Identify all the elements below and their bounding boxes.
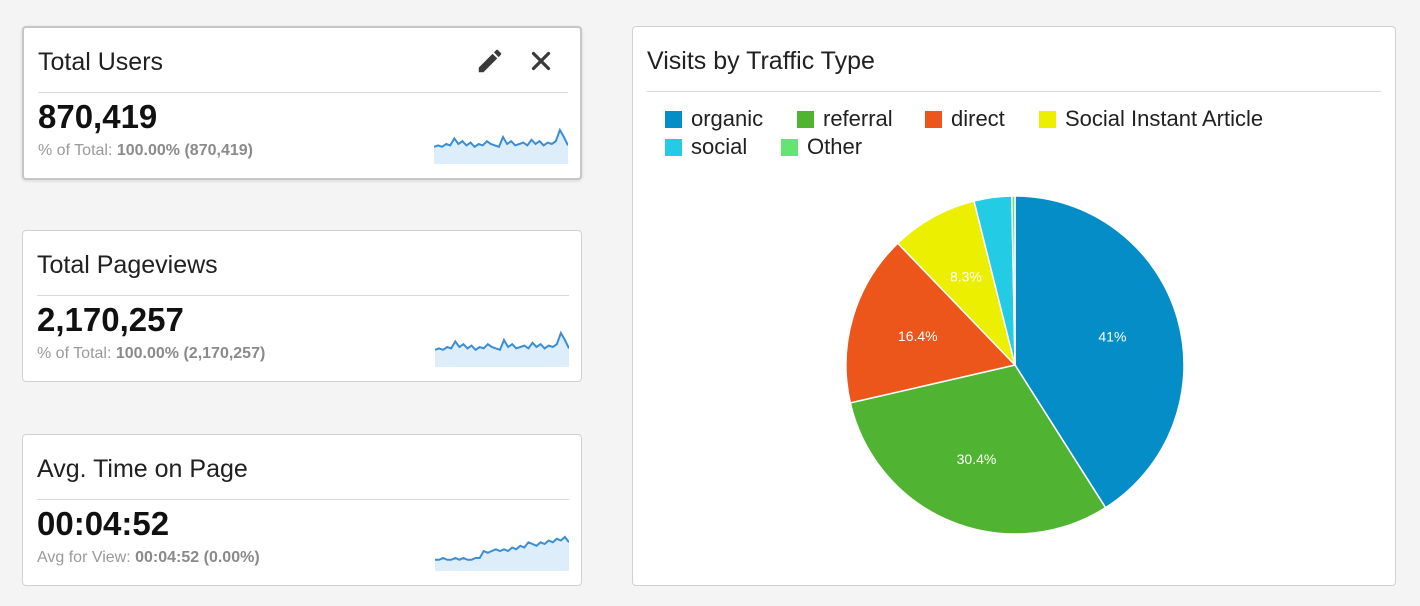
sparkline-area bbox=[435, 537, 569, 571]
pie-slice-label: 8.3% bbox=[950, 268, 982, 284]
sparkline bbox=[434, 127, 568, 164]
metric-subtext: % of Total: 100.00% (2,170,257) bbox=[37, 345, 266, 362]
legend-swatch bbox=[665, 138, 682, 156]
total-pageviews-widget[interactable]: Total Pageviews 2,170,257 % of Total: 10… bbox=[22, 230, 582, 382]
legend-swatch bbox=[781, 138, 798, 156]
sparkline-area bbox=[434, 130, 568, 164]
widget-title: Total Users bbox=[38, 48, 164, 76]
pie-slice-label: 16.4% bbox=[898, 328, 938, 344]
metric-value: 00:04:52 bbox=[37, 505, 170, 542]
sparkline bbox=[435, 535, 569, 571]
sparkline bbox=[435, 330, 569, 367]
edit-icon[interactable] bbox=[475, 46, 505, 76]
divider bbox=[647, 91, 1381, 92]
divider bbox=[38, 92, 568, 93]
legend-item[interactable]: Other bbox=[781, 134, 863, 159]
legend-item[interactable]: social bbox=[665, 134, 748, 159]
legend-label: organic bbox=[691, 106, 764, 131]
legend-label: Other bbox=[807, 134, 863, 159]
legend-item[interactable]: Social Instant Article bbox=[1039, 106, 1264, 131]
legend-item[interactable]: organic bbox=[665, 106, 764, 131]
chart-title: Visits by Traffic Type bbox=[647, 47, 875, 75]
metric-value: 870,419 bbox=[38, 98, 158, 135]
legend-item[interactable]: direct bbox=[925, 106, 1005, 131]
legend-swatch bbox=[1039, 110, 1056, 128]
pie-slice[interactable] bbox=[896, 200, 1017, 368]
legend-label: direct bbox=[951, 106, 1005, 131]
divider bbox=[37, 499, 569, 500]
pie-slice[interactable] bbox=[1014, 195, 1185, 509]
sparkline-area bbox=[435, 333, 569, 367]
legend-swatch bbox=[925, 110, 942, 128]
metric-subtext: Avg for View: 00:04:52 (0.00%) bbox=[37, 549, 260, 566]
sparkline-line bbox=[434, 127, 568, 149]
pie-slice-label: 30.4% bbox=[957, 451, 997, 467]
pie-slice[interactable] bbox=[1011, 195, 1016, 366]
close-icon[interactable] bbox=[526, 46, 556, 76]
pie-slice-label: 41% bbox=[1098, 329, 1126, 345]
pie-chart: 41% 30.4% 16.4% 8.3% bbox=[845, 195, 1185, 535]
legend-swatch bbox=[665, 110, 682, 128]
traffic-type-widget[interactable]: Visits by Traffic Type organic referral di… bbox=[632, 26, 1396, 586]
pie-slice[interactable] bbox=[845, 242, 1017, 404]
divider bbox=[37, 295, 569, 296]
metric-value: 2,170,257 bbox=[37, 301, 184, 338]
legend-label: referral bbox=[823, 106, 893, 131]
widget-title: Total Pageviews bbox=[37, 251, 218, 279]
total-users-widget[interactable]: Total Users 870,419 % of Total: 100.00% … bbox=[22, 26, 582, 180]
pie-slice[interactable] bbox=[849, 364, 1107, 535]
legend-item[interactable]: referral bbox=[797, 106, 893, 131]
legend-label: social bbox=[691, 134, 748, 159]
sparkline-line bbox=[435, 330, 569, 352]
legend-label: Social Instant Article bbox=[1065, 106, 1264, 131]
metric-subtext: % of Total: 100.00% (870,419) bbox=[38, 142, 253, 159]
widget-title: Avg. Time on Page bbox=[37, 455, 248, 483]
sparkline-line bbox=[435, 535, 569, 561]
avg-time-on-page-widget[interactable]: Avg. Time on Page 00:04:52 Avg for View:… bbox=[22, 434, 582, 586]
legend-swatch bbox=[797, 110, 814, 128]
